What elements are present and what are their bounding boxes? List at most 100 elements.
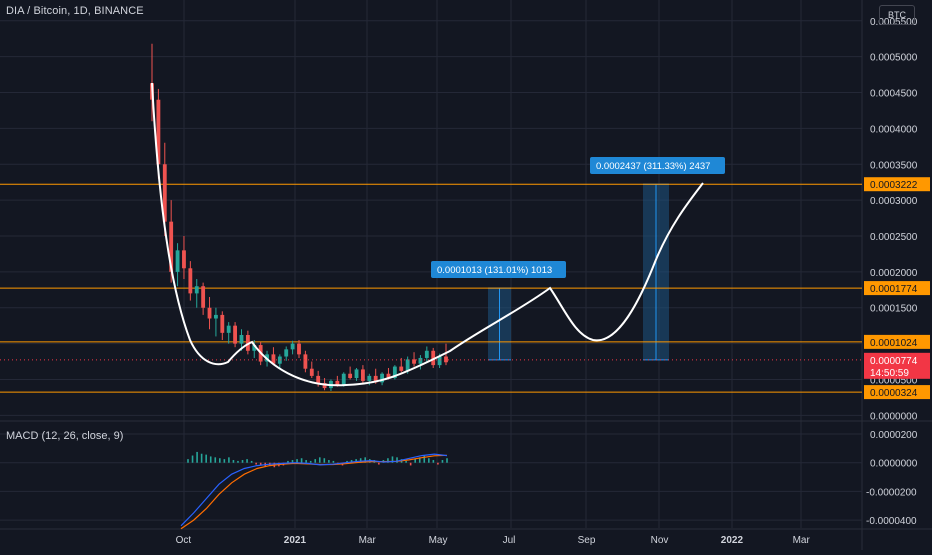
candle-body: [322, 383, 327, 389]
candle-body: [226, 325, 231, 333]
macd-histogram-bar: [328, 460, 330, 463]
candle-body: [360, 369, 365, 381]
macd-histogram-bar: [309, 460, 312, 463]
candle-countdown-label: 14:50:59: [870, 368, 909, 379]
macd-histogram-bar: [291, 460, 294, 463]
x-tick-label: Oct: [176, 535, 192, 546]
macd-histogram-bar: [314, 459, 317, 463]
macd-histogram-bar: [332, 460, 335, 463]
candle-body: [156, 99, 161, 165]
macd-histogram-bar: [255, 462, 257, 465]
measure-label-text: 0.0002437 (311.33%) 2437: [596, 161, 710, 172]
candle-body: [380, 373, 385, 383]
candle-body: [233, 325, 238, 344]
candle-body: [348, 373, 353, 379]
macd-histogram-bar: [219, 458, 221, 463]
macd-histogram-bar: [318, 457, 321, 463]
y-tick-label: 0.0000000: [870, 411, 918, 422]
current-price-label-bg: [864, 352, 930, 379]
candle-body: [309, 368, 314, 376]
macd-histogram-bar: [396, 457, 398, 463]
x-tick-label: Sep: [578, 535, 596, 546]
candle-body: [239, 334, 244, 344]
candle-body: [245, 334, 250, 351]
macd-histogram-bar: [241, 460, 244, 463]
level-price-label: 0.0001774: [870, 284, 918, 295]
y-tick-label: 0.0004500: [870, 89, 918, 100]
macd-histogram-bar: [346, 460, 348, 463]
x-tick-label: 2022: [721, 535, 744, 546]
macd-histogram-bar: [237, 460, 239, 463]
candle-body: [424, 350, 429, 358]
candle-body: [220, 314, 225, 333]
chart-title: DIA / Bitcoin, 1D, BINANCE: [6, 5, 144, 17]
level-price-label: 0.0000324: [870, 388, 918, 399]
y-tick-label: 0.0002000: [870, 268, 918, 279]
candle-body: [431, 350, 436, 366]
y-tick-label: 0.0004000: [870, 124, 918, 135]
measure-label-text: 0.0001013 (131.01%) 1013: [437, 265, 552, 276]
macd-histogram-bar: [350, 460, 353, 463]
macd-histogram-bar: [296, 459, 298, 463]
macd-histogram-bar: [232, 460, 235, 463]
macd-histogram-bar: [305, 460, 307, 463]
candle-body: [373, 375, 378, 383]
macd-histogram-bar: [405, 460, 407, 463]
macd-histogram-bar: [355, 459, 357, 463]
currency-button[interactable]: BTC: [879, 5, 915, 25]
macd-histogram-bar: [441, 460, 444, 463]
candle-body: [412, 359, 416, 364]
x-tick-label: Mar: [359, 535, 377, 546]
macd-histogram-bar: [196, 451, 198, 463]
level-price-label: 0.0001024: [870, 338, 918, 349]
candle-body: [162, 164, 167, 222]
x-tick-label: Jul: [503, 535, 516, 546]
candle-body: [284, 349, 289, 357]
macd-histogram-bar: [246, 459, 248, 463]
macd-histogram-bar: [223, 459, 226, 463]
candle-body: [290, 343, 295, 350]
candle-body: [188, 268, 193, 294]
macd-histogram-bar: [364, 457, 367, 463]
candle-body: [335, 380, 340, 386]
y-tick-label: 0.0003500: [870, 160, 918, 171]
candle-body: [354, 369, 359, 379]
macd-histogram-bar: [432, 460, 435, 463]
candle-body: [399, 366, 404, 371]
candle-body: [175, 250, 180, 272]
macd-y-tick-label: -0.0000400: [866, 516, 917, 527]
macd-histogram-bar: [259, 462, 262, 466]
candle-body: [297, 343, 301, 355]
candle-body: [201, 286, 206, 308]
macd-histogram-bar: [300, 458, 303, 463]
x-tick-label: May: [429, 535, 448, 546]
candle-body: [418, 357, 423, 364]
macd-histogram-bar: [359, 458, 362, 463]
candle-body: [316, 375, 321, 384]
macd-histogram-bar: [209, 456, 212, 463]
y-tick-label: 0.0001500: [870, 304, 918, 315]
macd-histogram-bar: [437, 462, 439, 465]
macd-histogram-bar: [200, 453, 203, 463]
macd-label: MACD (12, 26, close, 9): [6, 430, 124, 442]
candle-body: [392, 366, 397, 379]
candle-body: [341, 373, 346, 386]
x-tick-label: 2021: [284, 535, 307, 546]
candle-body: [213, 314, 218, 319]
macd-histogram-bar: [414, 459, 416, 463]
candle-body: [252, 345, 257, 351]
macd-histogram-bar: [378, 462, 380, 465]
macd-y-tick-label: 0.0000200: [870, 430, 918, 441]
y-tick-label: 0.0000500: [870, 375, 918, 386]
macd-histogram-bar: [428, 458, 430, 463]
measure-label-box: [590, 157, 725, 174]
macd-histogram-bar: [387, 458, 389, 463]
x-tick-label: Nov: [651, 535, 669, 546]
candle-body: [444, 356, 448, 363]
macd-histogram-bar: [287, 460, 289, 463]
current-price-label: 0.0000774: [870, 356, 918, 367]
candle-body: [303, 354, 308, 369]
y-tick-label: 0.0002500: [870, 232, 918, 243]
